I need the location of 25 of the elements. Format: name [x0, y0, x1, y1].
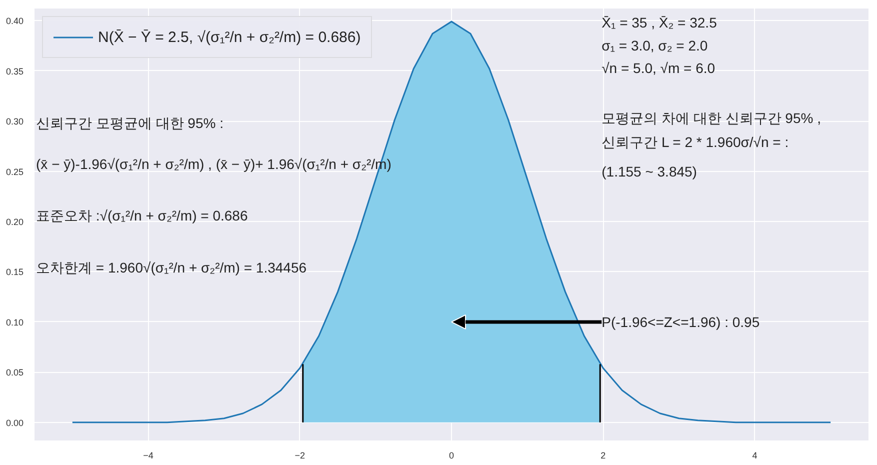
annotation: 신뢰구간 모평균에 대한 95% :	[36, 115, 224, 132]
y-tick-label: 0.10	[6, 317, 24, 328]
x-tick-label: 4	[752, 450, 758, 460]
annotation: X̄₁ = 35 , X̄₂ = 32.5	[602, 14, 718, 31]
y-tick-label: 0.35	[6, 66, 24, 76]
y-tick-label: 0.05	[6, 368, 24, 378]
x-tick-label: 0	[448, 450, 454, 460]
y-tick-label: 0.25	[6, 166, 24, 177]
annotation: 신뢰구간 L = 2 * 1.960σ/√n = :	[602, 134, 789, 150]
y-tick-label: 0.00	[6, 418, 24, 428]
y-tick-label: 0.15	[6, 267, 24, 278]
annotation: σ₁ = 3.0, σ₂ = 2.0	[602, 38, 708, 54]
annotation: (1.155 ~ 3.845)	[602, 163, 697, 180]
legend-label: N(X̄ − Ȳ = 2.5, √(σ₁²/n + σ₂²/m) = 0.686)	[98, 28, 361, 46]
annotation: 모평균의 차에 대한 신뢰구간 95% ,	[602, 110, 821, 126]
x-tick-label: −4	[143, 450, 154, 460]
annotation: 오차한계 = 1.960√(σ₁²/n + σ₂²/m) = 1.34456	[36, 260, 307, 276]
x-tick-label: 2	[600, 450, 606, 460]
annotation: √n = 5.0, √m = 6.0	[602, 60, 716, 76]
x-tick-label: −2	[294, 450, 305, 460]
y-tick-label: 0.40	[6, 16, 24, 26]
y-tick-label: 0.20	[6, 216, 24, 227]
annotation: P(-1.96<=Z<=1.96) : 0.95	[602, 314, 760, 330]
y-tick-label: 0.30	[6, 116, 24, 127]
annotation: 표준오차 :√(σ₁²/n + σ₂²/m) = 0.686	[36, 207, 248, 224]
